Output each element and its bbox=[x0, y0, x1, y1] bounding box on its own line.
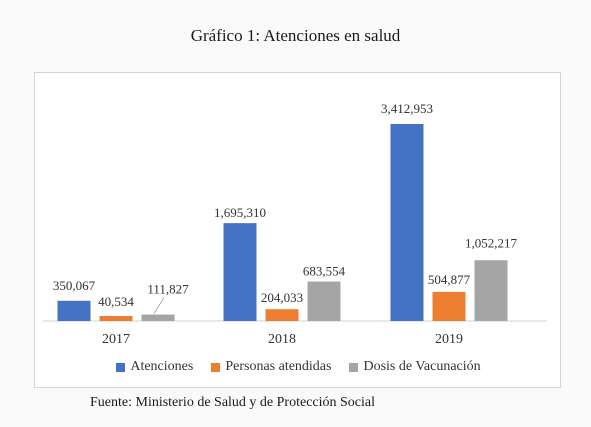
chart-area: 350,067 40,534 111,827 2017 1,695,310 204,033… bbox=[34, 72, 561, 388]
bar-2019-2 bbox=[474, 260, 508, 321]
bar-2019-1 bbox=[432, 291, 466, 321]
data-label-2017-2: 111,827 bbox=[147, 282, 189, 297]
bar-2018-1 bbox=[265, 309, 299, 321]
x-tick-label-2018: 2018 bbox=[268, 332, 296, 347]
legend-item-1: Personas atendidas bbox=[211, 359, 331, 375]
data-label-2019-0: 3,412,953 bbox=[381, 101, 433, 116]
source-note: Fuente: Ministerio de Salud y de Protecc… bbox=[90, 395, 376, 410]
data-label-2019-2: 1,052,217 bbox=[465, 235, 518, 250]
bar-2019-0 bbox=[390, 124, 424, 321]
data-label-2017-1: 40,534 bbox=[98, 294, 134, 309]
chart-title: Gráfico 1: Atenciones en salud bbox=[190, 26, 401, 45]
legend-label: Atenciones bbox=[130, 359, 194, 374]
legend-swatch bbox=[211, 362, 221, 372]
legend-item-0: Atenciones bbox=[116, 359, 193, 375]
x-tick-label-2017: 2017 bbox=[102, 332, 130, 347]
data-label-2017-0: 350,067 bbox=[53, 278, 96, 293]
x-tick-label-2019: 2019 bbox=[435, 332, 463, 347]
leader-line bbox=[153, 297, 165, 314]
bar-2017-2 bbox=[141, 314, 175, 321]
data-label-2018-0: 1,695,310 bbox=[214, 205, 266, 220]
bar-2018-0 bbox=[223, 223, 257, 321]
legend: Atenciones Personas atendidas Dosis de Vac… bbox=[35, 359, 562, 375]
data-label-2019-1: 504,877 bbox=[428, 272, 471, 287]
bar-2017-0 bbox=[57, 300, 91, 321]
data-label-2018-1: 204,033 bbox=[261, 290, 303, 305]
data-label-2018-2: 683,554 bbox=[303, 264, 346, 279]
legend-item-2: Dosis de Vacunación bbox=[349, 359, 481, 375]
legend-label: Dosis de Vacunación bbox=[363, 359, 481, 374]
legend-swatch bbox=[349, 362, 359, 372]
bar-2018-2 bbox=[307, 281, 341, 321]
bar-2017-1 bbox=[99, 316, 133, 321]
legend-label: Personas atendidas bbox=[225, 359, 332, 374]
legend-swatch bbox=[116, 362, 126, 372]
